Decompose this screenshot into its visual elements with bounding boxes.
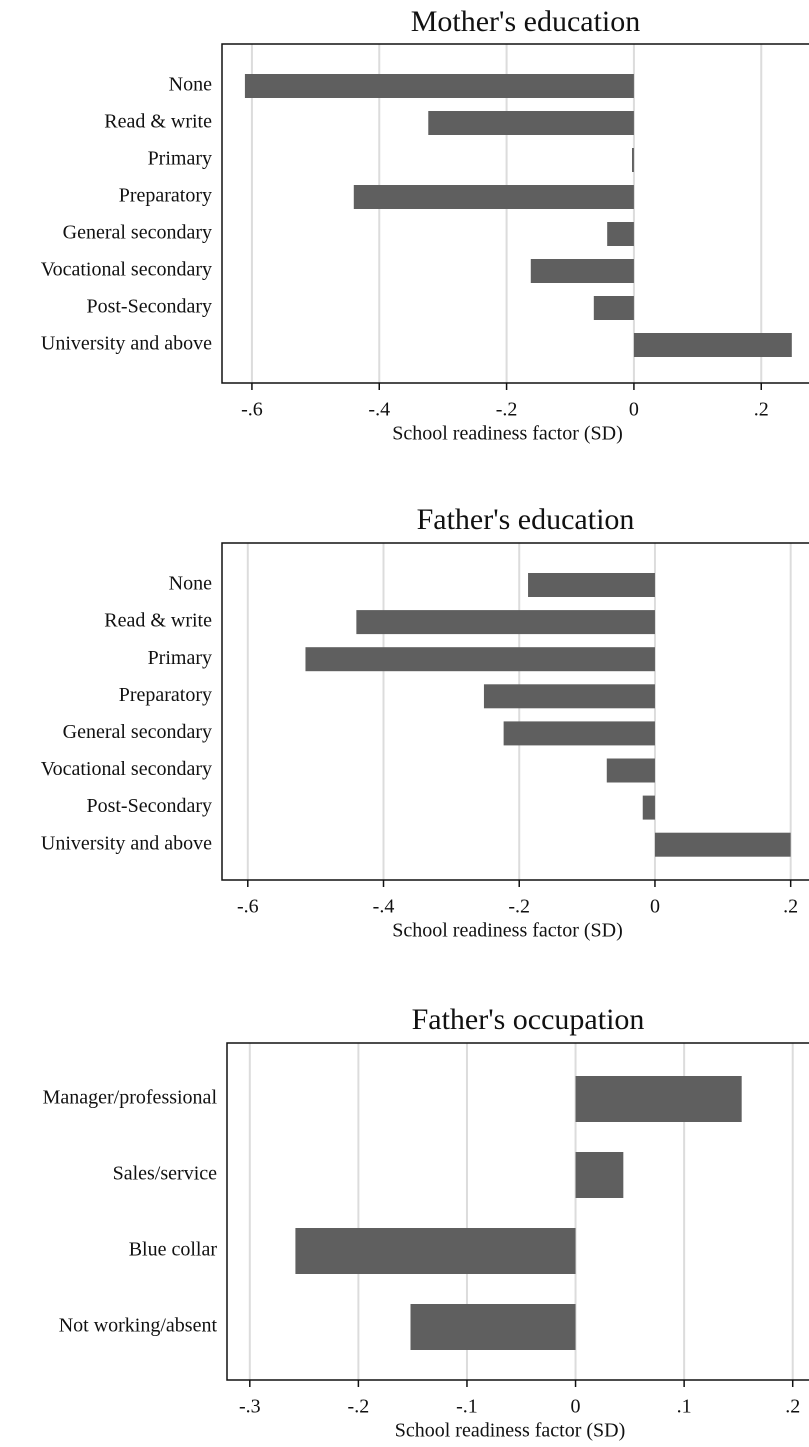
y-tick-label: None xyxy=(169,74,212,96)
bar xyxy=(575,1076,742,1122)
x-axis-label: School readiness factor (SD) xyxy=(395,1420,626,1442)
bar xyxy=(575,1152,624,1198)
bar xyxy=(642,795,655,820)
bar xyxy=(633,333,792,357)
x-axis-label: School readiness factor (SD) xyxy=(392,920,623,942)
y-tick-label: Preparatory xyxy=(119,684,212,706)
bar xyxy=(607,222,634,246)
x-tick-label: -.4 xyxy=(373,896,395,918)
plot-frame xyxy=(221,43,809,384)
x-tick-label: .2 xyxy=(783,896,798,918)
chart-title: Father's education xyxy=(417,503,635,536)
x-tick-label: -.4 xyxy=(368,399,390,421)
y-tick-label: Read & write xyxy=(104,610,212,632)
y-tick-label: Blue collar xyxy=(129,1239,218,1261)
y-tick-label: Primary xyxy=(148,148,212,170)
x-tick-label: -.6 xyxy=(241,399,263,421)
bar xyxy=(244,74,634,98)
bar xyxy=(428,111,634,135)
bar xyxy=(528,573,655,597)
x-tick-label: -.2 xyxy=(508,896,530,918)
x-tick-label: .1 xyxy=(677,1396,692,1418)
bar xyxy=(410,1304,576,1350)
x-tick-label: -.2 xyxy=(496,399,518,421)
y-tick-label: Manager/professional xyxy=(43,1087,218,1109)
y-tick-label: University and above xyxy=(41,832,212,854)
bar xyxy=(503,721,655,746)
x-tick-label: 0 xyxy=(650,896,660,918)
chart-title: Father's occupation xyxy=(412,1003,645,1036)
y-tick-label: Not working/absent xyxy=(59,1315,218,1337)
y-tick-label: None xyxy=(169,573,212,595)
x-axis-label: School readiness factor (SD) xyxy=(392,423,623,445)
y-tick-label: Vocational secondary xyxy=(41,758,212,780)
bar xyxy=(606,758,655,783)
x-tick-label: -.2 xyxy=(348,1396,370,1418)
bar xyxy=(483,684,655,709)
bar xyxy=(632,148,634,172)
x-tick-label: .2 xyxy=(754,399,769,421)
plot-frame xyxy=(226,1042,809,1381)
y-tick-label: Primary xyxy=(148,647,212,669)
y-tick-label: Preparatory xyxy=(119,185,212,207)
y-tick-label: General secondary xyxy=(63,222,212,244)
bar xyxy=(593,296,634,320)
bar xyxy=(353,185,634,209)
x-tick-label: .2 xyxy=(785,1396,800,1418)
y-tick-label: Read & write xyxy=(104,111,212,133)
x-tick-label: 0 xyxy=(571,1396,581,1418)
bar xyxy=(305,647,655,672)
y-tick-label: Vocational secondary xyxy=(41,259,212,281)
chart-title: Mother's education xyxy=(411,5,641,38)
bar xyxy=(295,1228,576,1274)
plot-frame xyxy=(221,542,809,881)
bar xyxy=(654,832,791,857)
x-tick-label: 0 xyxy=(629,399,639,421)
y-tick-label: Sales/service xyxy=(113,1163,218,1185)
y-tick-label: Post-Secondary xyxy=(86,296,212,318)
x-tick-label: -.6 xyxy=(237,896,259,918)
bar xyxy=(356,610,655,635)
y-tick-label: University and above xyxy=(41,333,212,355)
y-tick-label: Post-Secondary xyxy=(86,795,212,817)
bar xyxy=(530,259,634,283)
y-tick-label: General secondary xyxy=(63,721,212,743)
x-tick-label: -.3 xyxy=(239,1396,261,1418)
x-tick-label: -.1 xyxy=(456,1396,478,1418)
